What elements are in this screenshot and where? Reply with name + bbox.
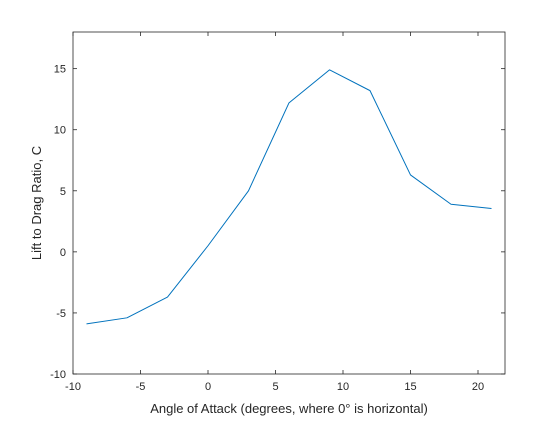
x-tick-label: -10 xyxy=(65,381,81,393)
x-tick-label: 15 xyxy=(404,381,416,393)
x-tick-label: 0 xyxy=(205,381,211,393)
plot-box xyxy=(72,31,506,375)
y-tick-label: 10 xyxy=(54,125,66,137)
x-tick-label: 20 xyxy=(472,381,484,393)
y-tick-label: 0 xyxy=(60,247,66,259)
y-tick-label: 15 xyxy=(54,64,66,76)
y-tick-label: -5 xyxy=(56,308,66,320)
y-axis-label: Lift to Drag Ratio, C xyxy=(29,146,44,260)
series-line xyxy=(86,69,492,325)
x-axis-label: Angle of Attack (degrees, where 0° is ho… xyxy=(150,401,428,416)
plot-area xyxy=(73,32,505,374)
x-tick-label: -5 xyxy=(136,381,146,393)
y-tick-label: 5 xyxy=(60,186,66,198)
y-tick-label: -10 xyxy=(50,369,66,381)
x-tick-label: 5 xyxy=(272,381,278,393)
series-layer xyxy=(86,69,492,325)
x-tick-label: 10 xyxy=(337,381,349,393)
